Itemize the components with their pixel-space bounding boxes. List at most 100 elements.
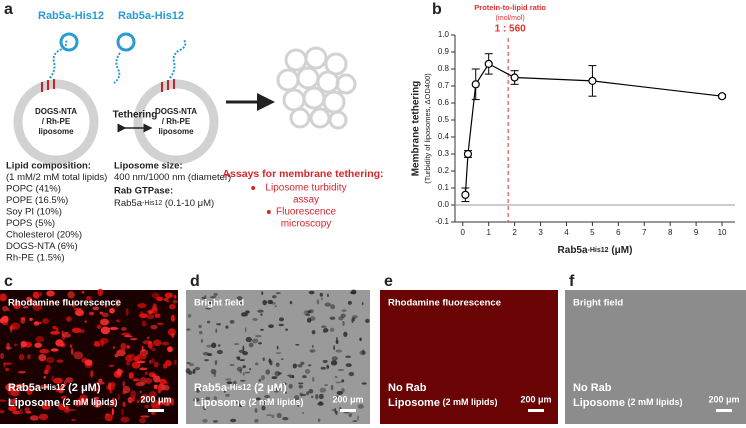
aggregate-speck bbox=[315, 393, 319, 400]
aggregate-speck bbox=[352, 317, 356, 322]
fluorescent-spot bbox=[10, 398, 18, 405]
fluorescent-spot bbox=[1, 315, 9, 323]
fluorescent-spot bbox=[140, 396, 143, 401]
fluorescent-spot bbox=[109, 307, 115, 314]
aggregate-speck bbox=[230, 418, 237, 423]
y-tick-label: 0.1 bbox=[438, 183, 450, 192]
liposome-label: liposome bbox=[38, 127, 74, 136]
aggregate-speck bbox=[335, 381, 342, 384]
aggregate-speck bbox=[273, 389, 280, 393]
fluorescent-spot bbox=[70, 347, 74, 355]
label-part: (2 mM lipids) bbox=[625, 397, 683, 407]
fluorescent-spot bbox=[39, 291, 42, 297]
aggregate-speck bbox=[340, 313, 346, 318]
y-tick-label: 0.8 bbox=[438, 64, 450, 73]
scale-bar bbox=[148, 409, 164, 412]
aggregate-speck bbox=[336, 341, 339, 344]
fluorescent-spot bbox=[172, 299, 178, 304]
aggregate-speck bbox=[235, 400, 240, 404]
aggregate-speck bbox=[200, 338, 204, 343]
fluorescent-spot bbox=[8, 406, 17, 412]
fluorescent-spot bbox=[50, 300, 55, 304]
aggregate-speck bbox=[343, 331, 348, 338]
fluorescent-spot bbox=[84, 320, 87, 323]
fluorescent-spot bbox=[125, 308, 129, 316]
aggregate-speck bbox=[319, 292, 323, 297]
fluorescent-spot bbox=[149, 359, 152, 364]
aggregate-speck bbox=[254, 418, 259, 423]
fluorescent-spot bbox=[84, 359, 93, 366]
aggregate-speck bbox=[347, 300, 352, 305]
micrograph-mode: Bright field bbox=[573, 298, 623, 309]
aggregate-speck bbox=[262, 399, 267, 405]
aggregate-speck bbox=[278, 323, 284, 327]
fluorescent-spot bbox=[170, 397, 174, 406]
micrograph-liposome: Liposome (2 mM lipids) bbox=[388, 397, 497, 409]
aggregate-speck bbox=[271, 295, 277, 299]
fluorescent-spot bbox=[139, 367, 148, 371]
label-part: Rab5a bbox=[38, 10, 72, 22]
aggregate-speck bbox=[268, 324, 274, 328]
aggregate-speck bbox=[330, 304, 336, 310]
aggregate-speck bbox=[302, 375, 307, 379]
fluorescent-spot bbox=[98, 378, 103, 382]
aggregate-speck bbox=[359, 337, 362, 342]
aggregate-speck bbox=[331, 356, 338, 361]
aggregate-speck bbox=[312, 344, 314, 348]
y-tick-label: 0.6 bbox=[438, 98, 450, 107]
aggregate-speck bbox=[323, 328, 329, 333]
micrograph-mode: Rhodamine fluorescence bbox=[8, 298, 121, 309]
aggregate-speck bbox=[240, 379, 246, 382]
aggregate-speck bbox=[244, 371, 251, 374]
fluorescent-spot bbox=[139, 390, 142, 394]
fluorescent-spot bbox=[107, 382, 112, 390]
fluorescent-spot bbox=[131, 361, 141, 369]
aggregate-speck bbox=[291, 374, 295, 379]
aggregate-speck bbox=[225, 393, 230, 397]
aggregate-speck bbox=[203, 405, 207, 411]
aggregate-speck bbox=[277, 372, 282, 375]
micrograph-mode: Rhodamine fluorescence bbox=[388, 298, 501, 309]
label-part: -His12 bbox=[151, 10, 184, 22]
aggregate-speck bbox=[245, 310, 250, 314]
fluorescent-spot bbox=[104, 413, 113, 422]
bullet bbox=[251, 186, 256, 190]
aggregate-speck bbox=[215, 328, 218, 333]
fluorescent-spot bbox=[5, 346, 13, 349]
aggregate-speck bbox=[331, 408, 335, 412]
aggregate-speck bbox=[188, 363, 195, 366]
label-part: Liposome bbox=[194, 397, 246, 409]
fluorescent-spot bbox=[52, 325, 57, 330]
label-part: No Rab bbox=[573, 382, 612, 394]
aggregate-speck bbox=[242, 345, 245, 351]
fluorescent-spot bbox=[78, 329, 85, 334]
aggregate-speck bbox=[242, 365, 246, 369]
aggregate-speck bbox=[233, 343, 240, 345]
panel-label: d bbox=[190, 273, 200, 290]
fluorescent-spot bbox=[15, 383, 25, 389]
aggregate-speck bbox=[244, 327, 247, 333]
fluorescent-spot bbox=[35, 384, 40, 388]
label: Rab5a-His12 bbox=[38, 10, 104, 22]
aggregate-speck bbox=[292, 363, 297, 369]
x-tick-label: 5 bbox=[590, 228, 595, 237]
micrograph-f bbox=[565, 290, 746, 424]
fluorescent-spot bbox=[115, 319, 121, 323]
diagram-art bbox=[13, 32, 357, 165]
aggregate-speck bbox=[348, 371, 355, 377]
aggregate-speck bbox=[210, 368, 217, 375]
aggregate-speck bbox=[225, 378, 232, 381]
aggregate-speck bbox=[322, 359, 328, 364]
fluorescent-spot bbox=[2, 305, 9, 312]
fluorescent-spot bbox=[61, 330, 64, 336]
aggregate-speck bbox=[193, 397, 200, 402]
x-tick-label: 8 bbox=[668, 228, 673, 237]
label-part: -His12 bbox=[41, 383, 66, 392]
fluorescent-spot bbox=[151, 347, 156, 352]
fluorescent-spot bbox=[71, 418, 76, 422]
fluorescent-spot bbox=[114, 299, 121, 302]
fluorescent-spot bbox=[69, 344, 73, 348]
fluorescent-spot bbox=[88, 311, 95, 316]
data-point bbox=[510, 73, 519, 82]
aggregate-speck bbox=[365, 318, 370, 323]
